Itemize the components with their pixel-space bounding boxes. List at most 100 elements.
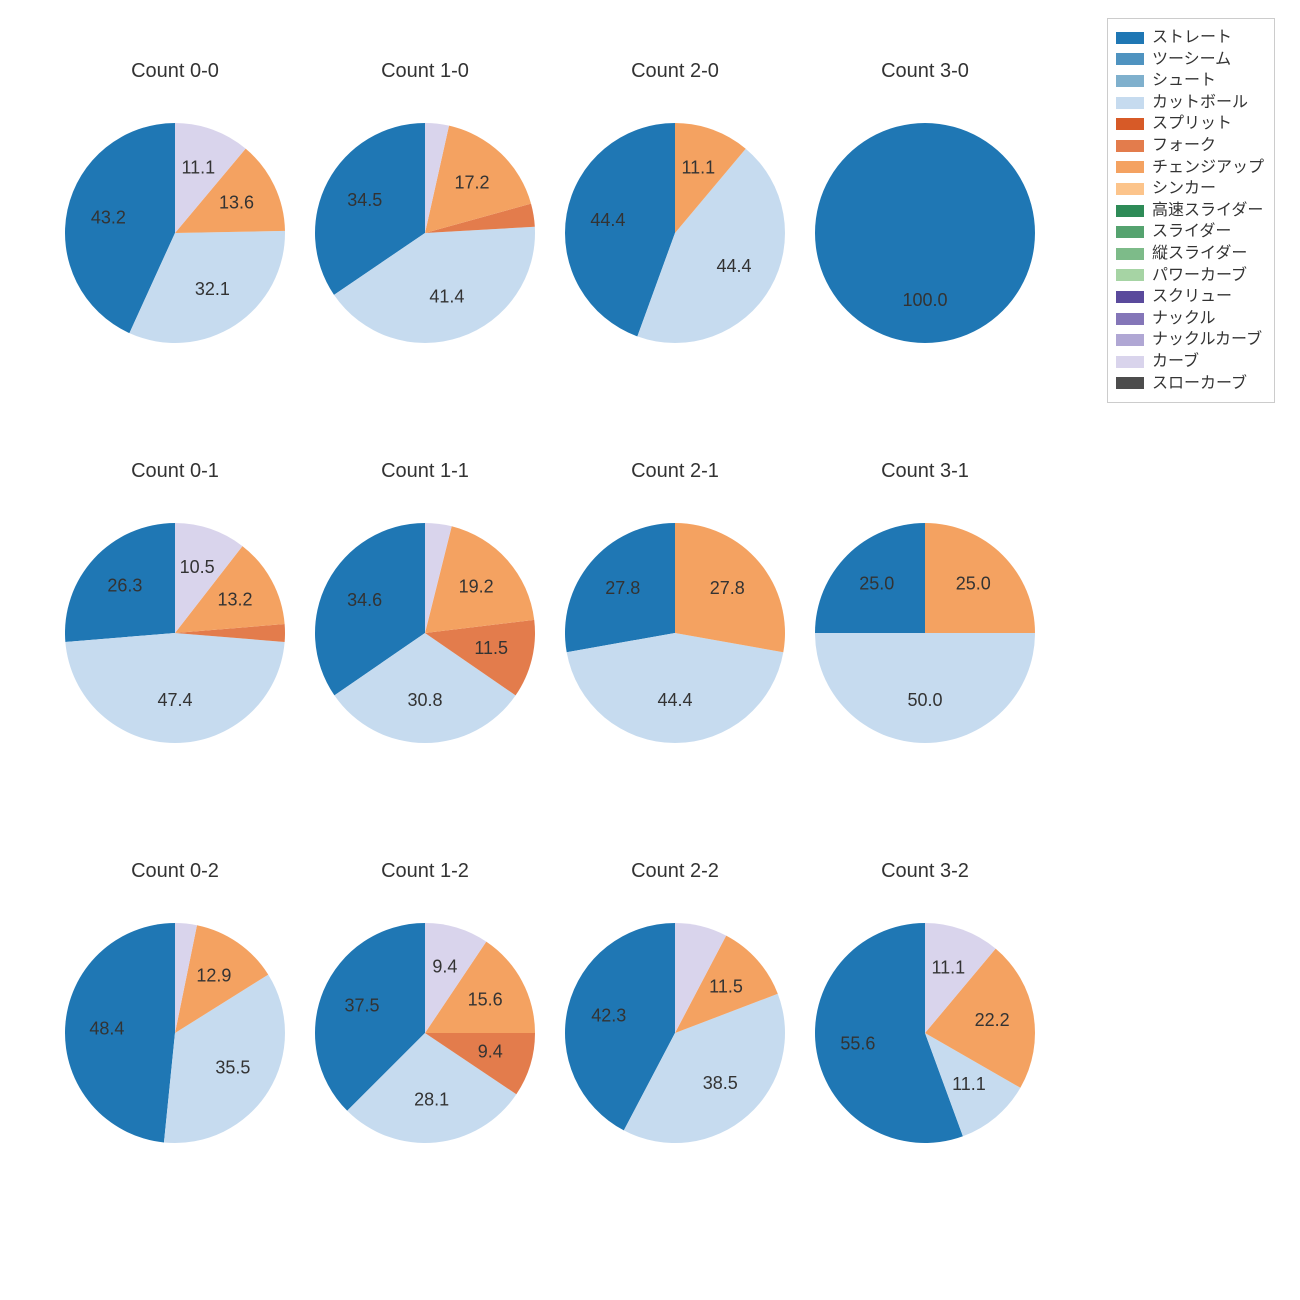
legend-swatch — [1116, 75, 1144, 87]
chart-title: Count 2-1 — [550, 460, 800, 483]
slice-label: 26.3 — [107, 576, 142, 596]
legend-label: カットボール — [1152, 92, 1248, 114]
legend-swatch — [1116, 53, 1144, 65]
legend-swatch — [1116, 97, 1144, 109]
slice-label: 50.0 — [907, 690, 942, 710]
pie-chart: Count 3-2 55.6 11.1 22.2 11.1 — [800, 860, 1050, 1158]
legend-label: フォーク — [1152, 135, 1216, 157]
legend-label: スクリュー — [1152, 286, 1232, 308]
legend-item: 高速スライダー — [1116, 200, 1264, 222]
pie-svg: 48.4 35.5 12.9 — [50, 893, 300, 1153]
pie-chart: Count 3-125.050.025.0 — [800, 460, 1050, 758]
legend-swatch — [1116, 377, 1144, 389]
legend-swatch — [1116, 32, 1144, 44]
legend-label: シンカー — [1152, 178, 1216, 200]
slice-label: 27.8 — [605, 578, 640, 598]
slice-label: 11.5 — [474, 638, 508, 658]
slice-label: 27.8 — [710, 578, 745, 598]
legend-label: スライダー — [1152, 221, 1231, 243]
legend-label: ストレート — [1152, 27, 1232, 49]
pie-chart: Count 2-2 42.338.511.5 — [550, 860, 800, 1158]
pie-svg: 34.630.811.519.2 — [300, 493, 550, 753]
legend-label: ナックルカーブ — [1152, 329, 1262, 351]
legend-label: スローカーブ — [1152, 373, 1247, 395]
legend-label: 縦スライダー — [1152, 243, 1247, 265]
legend-item: シンカー — [1116, 178, 1264, 200]
legend-swatch — [1116, 291, 1144, 303]
slice-label: 48.4 — [89, 1018, 124, 1038]
legend-item: ナックルカーブ — [1116, 329, 1264, 351]
pie-chart: Count 0-1 26.3 47.4 13.210.5 — [50, 460, 300, 758]
legend: ストレートツーシームシュートカットボールスプリットフォークチェンジアップシンカー… — [1107, 18, 1275, 403]
pie-chart: Count 1-034.541.417.2 — [300, 60, 550, 358]
slice-label: 44.4 — [657, 690, 692, 710]
pie-svg: 42.338.511.5 — [550, 893, 800, 1153]
slice-label: 9.4 — [432, 957, 457, 977]
pie-chart: Count 1-134.630.811.519.2 — [300, 460, 550, 758]
chart-title: Count 3-2 — [800, 860, 1050, 883]
legend-swatch — [1116, 269, 1144, 281]
pie-slice — [65, 633, 284, 743]
legend-item: スクリュー — [1116, 286, 1264, 308]
chart-title: Count 2-2 — [550, 860, 800, 883]
slice-label: 35.5 — [215, 1058, 250, 1078]
pie-slice — [567, 633, 784, 743]
legend-swatch — [1116, 140, 1144, 152]
legend-swatch — [1116, 183, 1144, 195]
legend-item: ストレート — [1116, 27, 1264, 49]
pie-svg: 44.444.411.1 — [550, 93, 800, 353]
chart-title: Count 1-2 — [300, 860, 550, 883]
legend-item: チェンジアップ — [1116, 157, 1264, 179]
slice-label: 100.0 — [902, 290, 947, 310]
chart-title: Count 3-0 — [800, 60, 1050, 83]
slice-label: 47.4 — [157, 690, 192, 710]
slice-label: 11.1 — [681, 158, 715, 178]
slice-label: 11.1 — [931, 958, 965, 978]
legend-item: ナックル — [1116, 308, 1264, 330]
legend-item: カットボール — [1116, 92, 1264, 114]
chart-title: Count 0-2 — [50, 860, 300, 883]
slice-label: 13.6 — [219, 192, 254, 212]
legend-swatch — [1116, 118, 1144, 130]
pie-svg: 26.3 47.4 13.210.5 — [50, 493, 300, 753]
slice-label: 55.6 — [840, 1034, 875, 1054]
pie-svg: 100.0 — [800, 93, 1050, 353]
slice-label: 9.4 — [478, 1042, 503, 1062]
legend-item: シュート — [1116, 70, 1264, 92]
pie-chart: Count 0-0 43.232.113.611.1 — [50, 60, 300, 358]
pie-svg: 37.528.19.415.69.4 — [300, 893, 550, 1153]
legend-label: 高速スライダー — [1152, 200, 1263, 222]
pie-svg: 43.232.113.611.1 — [50, 93, 300, 353]
slice-label: 28.1 — [414, 1090, 449, 1110]
pie-svg: 25.0 50.0 25.0 — [800, 493, 1050, 753]
slice-label: 12.9 — [196, 966, 231, 986]
slice-label: 44.4 — [590, 210, 625, 230]
chart-title: Count 0-1 — [50, 460, 300, 483]
legend-swatch — [1116, 226, 1144, 238]
slice-label: 22.2 — [975, 1010, 1010, 1030]
slice-label: 30.8 — [407, 690, 442, 710]
legend-swatch — [1116, 161, 1144, 173]
legend-swatch — [1116, 356, 1144, 368]
legend-item: スプリット — [1116, 113, 1264, 135]
slice-label: 13.2 — [217, 589, 252, 609]
pie-svg: 55.6 11.1 22.2 11.1 — [800, 893, 1050, 1153]
legend-label: スプリット — [1152, 113, 1232, 135]
slice-label: 25.0 — [859, 574, 894, 594]
legend-label: シュート — [1152, 70, 1216, 92]
pie-chart: Count 2-044.444.411.1 — [550, 60, 800, 358]
legend-swatch — [1116, 248, 1144, 260]
slice-label: 43.2 — [91, 207, 126, 227]
pie-slice — [815, 123, 1035, 343]
slice-label: 11.1 — [952, 1074, 986, 1094]
chart-title: Count 1-1 — [300, 460, 550, 483]
legend-label: パワーカーブ — [1152, 265, 1247, 287]
slice-label: 10.5 — [180, 557, 215, 577]
legend-item: ツーシーム — [1116, 49, 1264, 71]
chart-title: Count 0-0 — [50, 60, 300, 83]
slice-label: 37.5 — [344, 996, 379, 1016]
slice-label: 11.5 — [709, 976, 743, 996]
pie-chart: Count 3-0 100.0 — [800, 60, 1050, 358]
slice-label: 25.0 — [956, 574, 991, 594]
slice-label: 34.6 — [347, 590, 382, 610]
